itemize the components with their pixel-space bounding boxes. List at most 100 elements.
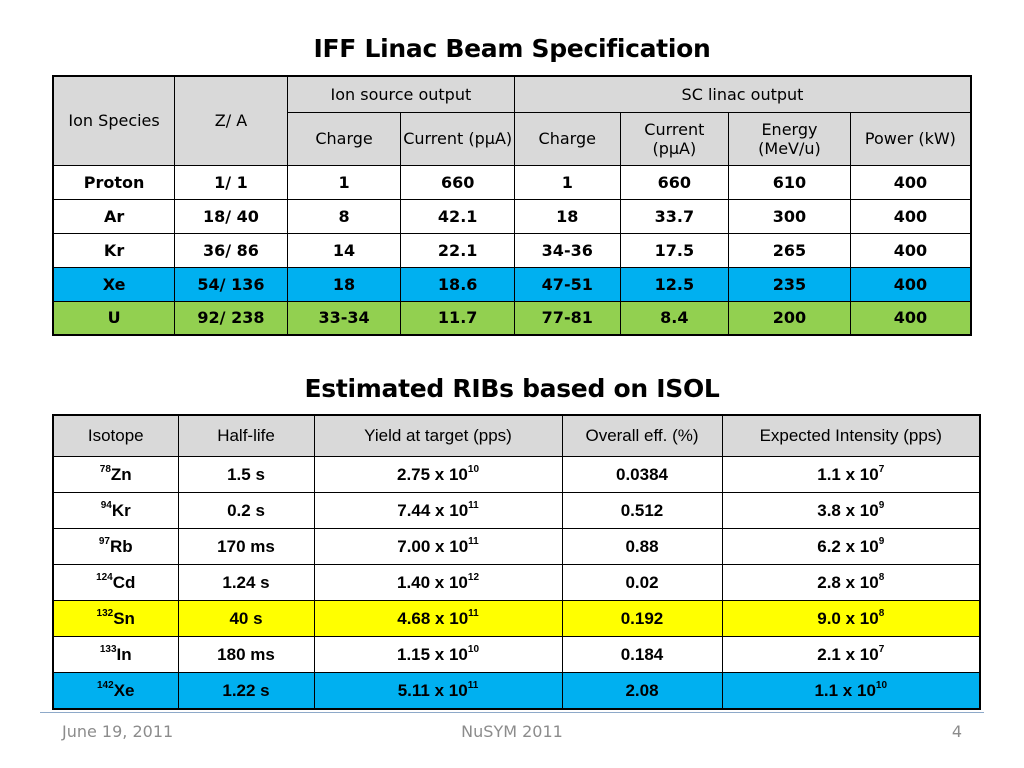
cell-linac-charge: 77-81 xyxy=(513,300,621,336)
cell-linac-current: 33.7 xyxy=(619,198,730,234)
linac-table-title: IFF Linac Beam Specification xyxy=(313,34,711,63)
cell-linac-current: 17.5 xyxy=(619,232,730,268)
linac-beam-spec-table: Ion Species Z/ A Ion source output SC li… xyxy=(52,75,972,336)
cell-expected-intensity: 6.2 x 109 xyxy=(721,528,981,565)
cell-z-a: 54/ 136 xyxy=(174,266,288,302)
table-row: 133In 180 ms 1.15 x 1010 0.184 2.1 x 107 xyxy=(52,636,981,673)
table-row: Proton 1/ 1 1 660 1 660 610 400 xyxy=(52,164,972,200)
ribs-table-title: Estimated RIBs based on ISOL xyxy=(304,374,720,403)
header-ion-source-output: Ion source output xyxy=(286,75,515,113)
cell-species: Proton xyxy=(52,164,176,200)
header-yield: Yield at target (pps) xyxy=(313,414,563,457)
header-expected-intensity: Expected Intensity (pps) xyxy=(721,414,981,457)
cell-overall-eff: 0.0384 xyxy=(561,456,723,493)
cell-source-charge: 14 xyxy=(286,232,402,268)
footer-date: June 19, 2011 xyxy=(62,722,174,741)
cell-expected-intensity: 1.1 x 1010 xyxy=(721,672,981,710)
cell-half-life: 40 s xyxy=(177,600,315,637)
page-number: 4 xyxy=(951,722,962,741)
cell-source-current: 42.1 xyxy=(400,198,515,234)
footer-divider xyxy=(40,712,984,713)
header-sc-linac-output: SC linac output xyxy=(513,75,972,113)
cell-yield: 7.00 x 1011 xyxy=(313,528,563,565)
cell-overall-eff: 0.184 xyxy=(561,636,723,673)
cell-half-life: 1.24 s xyxy=(177,564,315,601)
cell-linac-current: 12.5 xyxy=(619,266,730,302)
cell-power: 400 xyxy=(849,300,972,336)
table-row: 142Xe 1.22 s 5.11 x 1011 2.08 1.1 x 1010 xyxy=(52,672,981,710)
cell-yield: 1.40 x 1012 xyxy=(313,564,563,601)
cell-linac-charge: 1 xyxy=(513,164,621,200)
cell-species: Xe xyxy=(52,266,176,302)
header-source-current: Current (pμA) xyxy=(400,111,515,166)
cell-linac-charge: 47-51 xyxy=(513,266,621,302)
cell-expected-intensity: 1.1 x 107 xyxy=(721,456,981,493)
cell-overall-eff: 2.08 xyxy=(561,672,723,710)
cell-species: U xyxy=(52,300,176,336)
cell-energy: 200 xyxy=(728,300,851,336)
table-row: 124Cd 1.24 s 1.40 x 1012 0.02 2.8 x 108 xyxy=(52,564,981,601)
cell-power: 400 xyxy=(849,198,972,234)
cell-expected-intensity: 2.8 x 108 xyxy=(721,564,981,601)
table-row: 78Zn 1.5 s 2.75 x 1010 0.0384 1.1 x 107 xyxy=(52,456,981,493)
cell-isotope: 78Zn xyxy=(52,456,179,493)
cell-linac-current: 8.4 xyxy=(619,300,730,336)
header-ion-species: Ion Species xyxy=(52,75,176,166)
cell-linac-charge: 18 xyxy=(513,198,621,234)
table-row: Kr 36/ 86 14 22.1 34-36 17.5 265 400 xyxy=(52,232,972,268)
table-row: Ar 18/ 40 8 42.1 18 33.7 300 400 xyxy=(52,198,972,234)
cell-isotope: 142Xe xyxy=(52,672,179,710)
cell-isotope: 132Sn xyxy=(52,600,179,637)
table-row: U 92/ 238 33-34 11.7 77-81 8.4 200 400 xyxy=(52,300,972,336)
header-power: Power (kW) xyxy=(849,111,972,166)
cell-source-current: 660 xyxy=(400,164,515,200)
cell-yield: 2.75 x 1010 xyxy=(313,456,563,493)
cell-isotope: 94Kr xyxy=(52,492,179,529)
header-z-a: Z/ A xyxy=(174,75,288,166)
cell-z-a: 92/ 238 xyxy=(174,300,288,336)
cell-source-current: 22.1 xyxy=(400,232,515,268)
ribs-table: Isotope Half-life Yield at target (pps) … xyxy=(52,414,981,710)
cell-species: Ar xyxy=(52,198,176,234)
cell-linac-current: 660 xyxy=(619,164,730,200)
cell-energy: 300 xyxy=(728,198,851,234)
header-source-charge: Charge xyxy=(286,111,402,166)
header-energy: Energy (MeV/u) xyxy=(728,111,851,166)
cell-source-charge: 18 xyxy=(286,266,402,302)
header-overall-eff: Overall eff. (%) xyxy=(561,414,723,457)
cell-yield: 4.68 x 1011 xyxy=(313,600,563,637)
cell-source-charge: 1 xyxy=(286,164,402,200)
table-row: Xe 54/ 136 18 18.6 47-51 12.5 235 400 xyxy=(52,266,972,302)
cell-yield: 1.15 x 1010 xyxy=(313,636,563,673)
cell-power: 400 xyxy=(849,164,972,200)
cell-energy: 235 xyxy=(728,266,851,302)
cell-overall-eff: 0.88 xyxy=(561,528,723,565)
cell-yield: 7.44 x 1011 xyxy=(313,492,563,529)
cell-expected-intensity: 3.8 x 109 xyxy=(721,492,981,529)
cell-half-life: 180 ms xyxy=(177,636,315,673)
cell-z-a: 1/ 1 xyxy=(174,164,288,200)
cell-expected-intensity: 2.1 x 107 xyxy=(721,636,981,673)
cell-power: 400 xyxy=(849,266,972,302)
cell-yield: 5.11 x 1011 xyxy=(313,672,563,710)
table-row: 132Sn 40 s 4.68 x 1011 0.192 9.0 x 108 xyxy=(52,600,981,637)
cell-isotope: 133In xyxy=(52,636,179,673)
table-row: 94Kr 0.2 s 7.44 x 1011 0.512 3.8 x 109 xyxy=(52,492,981,529)
cell-source-current: 18.6 xyxy=(400,266,515,302)
cell-z-a: 36/ 86 xyxy=(174,232,288,268)
cell-half-life: 170 ms xyxy=(177,528,315,565)
table-row: 97Rb 170 ms 7.00 x 1011 0.88 6.2 x 109 xyxy=(52,528,981,565)
cell-isotope: 97Rb xyxy=(52,528,179,565)
cell-half-life: 1.5 s xyxy=(177,456,315,493)
header-linac-current: Current (pμA) xyxy=(619,111,730,166)
cell-half-life: 0.2 s xyxy=(177,492,315,529)
cell-linac-charge: 34-36 xyxy=(513,232,621,268)
cell-source-charge: 8 xyxy=(286,198,402,234)
cell-expected-intensity: 9.0 x 108 xyxy=(721,600,981,637)
cell-overall-eff: 0.192 xyxy=(561,600,723,637)
footer-conference: NuSYM 2011 xyxy=(461,722,563,741)
cell-species: Kr xyxy=(52,232,176,268)
cell-z-a: 18/ 40 xyxy=(174,198,288,234)
cell-overall-eff: 0.02 xyxy=(561,564,723,601)
cell-half-life: 1.22 s xyxy=(177,672,315,710)
